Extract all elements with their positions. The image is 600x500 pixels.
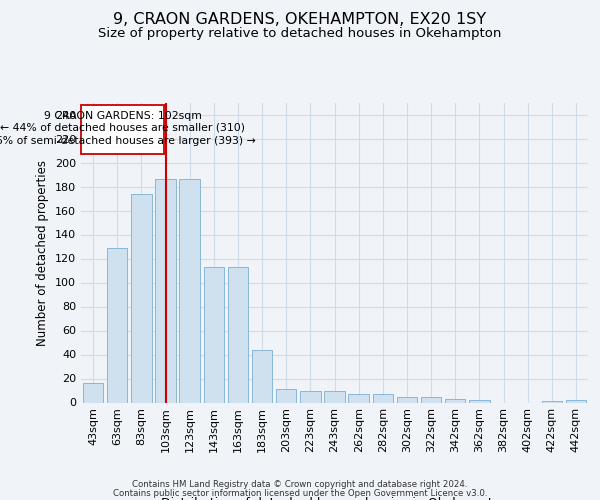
- Text: 56% of semi-detached houses are larger (393) →: 56% of semi-detached houses are larger (…: [0, 136, 256, 146]
- Y-axis label: Number of detached properties: Number of detached properties: [37, 160, 49, 346]
- Bar: [566, 400, 586, 402]
- Text: Contains HM Land Registry data © Crown copyright and database right 2024.: Contains HM Land Registry data © Crown c…: [132, 480, 468, 489]
- Bar: [421, 396, 442, 402]
- Bar: [276, 390, 296, 402]
- Bar: [469, 400, 490, 402]
- Bar: [83, 384, 103, 402]
- Bar: [203, 267, 224, 402]
- Bar: [397, 396, 417, 402]
- Bar: [131, 194, 152, 402]
- Text: 9, CRAON GARDENS, OKEHAMPTON, EX20 1SY: 9, CRAON GARDENS, OKEHAMPTON, EX20 1SY: [113, 12, 487, 28]
- Bar: [252, 350, 272, 403]
- Bar: [349, 394, 369, 402]
- Bar: [227, 267, 248, 402]
- Text: ← 44% of detached houses are smaller (310): ← 44% of detached houses are smaller (31…: [0, 123, 245, 133]
- Text: Size of property relative to detached houses in Okehampton: Size of property relative to detached ho…: [98, 28, 502, 40]
- Text: Contains public sector information licensed under the Open Government Licence v3: Contains public sector information licen…: [113, 490, 487, 498]
- Bar: [179, 180, 200, 402]
- Bar: [324, 390, 345, 402]
- Bar: [82, 105, 164, 154]
- Bar: [445, 399, 466, 402]
- Text: 9 CRAON GARDENS: 102sqm: 9 CRAON GARDENS: 102sqm: [44, 111, 202, 121]
- X-axis label: Distribution of detached houses by size in Okehampton: Distribution of detached houses by size …: [161, 497, 508, 500]
- Bar: [155, 180, 176, 402]
- Bar: [300, 390, 320, 402]
- Bar: [373, 394, 393, 402]
- Bar: [107, 248, 127, 402]
